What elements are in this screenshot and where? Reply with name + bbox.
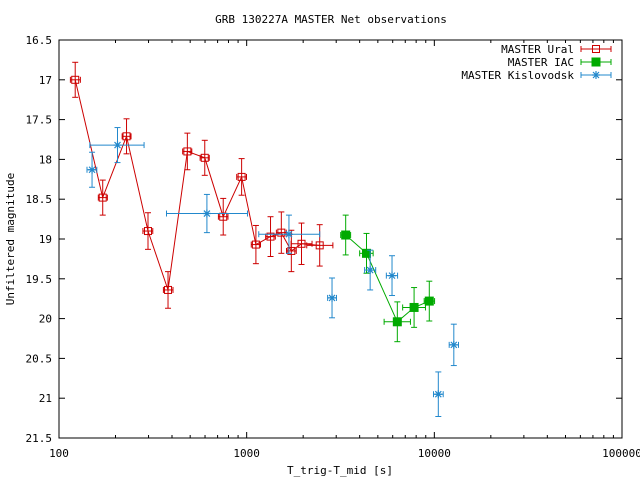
series-master-iac <box>340 214 436 343</box>
data-point <box>98 193 107 202</box>
data-point <box>366 266 375 275</box>
y-axis-label: Unfiltered magnitude <box>4 173 17 305</box>
x-axis-label: T_trig-T_mid [s] <box>287 464 393 477</box>
data-point <box>200 153 209 162</box>
legend-marker <box>592 45 600 53</box>
y-tick-label: 18 <box>39 153 52 166</box>
data-series <box>69 61 459 418</box>
y-tick-label: 16.5 <box>26 34 53 47</box>
legend-marker <box>591 57 601 67</box>
x-tick-label: 10000 <box>418 447 451 460</box>
data-point <box>183 147 192 156</box>
legend-marker <box>592 71 600 79</box>
y-tick-label: 20 <box>39 313 52 326</box>
data-point <box>202 209 211 218</box>
data-point <box>388 271 397 280</box>
y-tick-label: 19 <box>39 233 52 246</box>
y-tick-label: 21.5 <box>26 432 53 445</box>
data-point <box>277 228 286 237</box>
y-tick-label: 17 <box>39 74 52 87</box>
legend-label: MASTER Ural <box>501 43 574 56</box>
legend-label: MASTER Kislovodsk <box>461 69 574 82</box>
legend-label: MASTER IAC <box>508 56 574 69</box>
plot-frame <box>58 39 623 439</box>
chart-title: GRB 130227A MASTER Net observations <box>215 13 447 26</box>
data-point <box>449 340 458 349</box>
data-point <box>434 390 443 399</box>
data-point <box>251 240 260 249</box>
x-tick-label: 100000 <box>602 447 640 460</box>
data-point <box>266 232 275 241</box>
data-point <box>122 132 131 141</box>
data-point <box>287 246 296 255</box>
data-point <box>237 172 246 181</box>
data-point <box>409 302 419 312</box>
data-point <box>284 230 293 239</box>
data-point <box>113 141 122 150</box>
data-point <box>315 241 324 250</box>
y-tick-label: 18.5 <box>26 193 53 206</box>
y-tick-label: 19.5 <box>26 273 53 286</box>
series-master-kislovodsk <box>86 127 459 418</box>
x-tick-label: 1000 <box>233 447 260 460</box>
y-tick-label: 21 <box>39 392 52 405</box>
data-point <box>143 227 152 236</box>
data-point <box>71 75 80 84</box>
data-point <box>341 230 351 240</box>
data-point <box>297 239 306 248</box>
x-tick-label: 100 <box>49 447 69 460</box>
y-tick-label: 17.5 <box>26 114 53 127</box>
data-point <box>88 165 97 174</box>
axis-ticks: 100 1000 10000 100000 16.5 17 17.5 18 18.5 19 19.5… <box>26 34 640 460</box>
series-master-ural <box>69 61 334 309</box>
y-tick-label: 20.5 <box>26 352 53 365</box>
data-point <box>164 285 173 294</box>
data-point <box>424 296 434 306</box>
data-point <box>392 317 402 327</box>
data-point <box>328 293 337 302</box>
series-line <box>74 79 320 291</box>
